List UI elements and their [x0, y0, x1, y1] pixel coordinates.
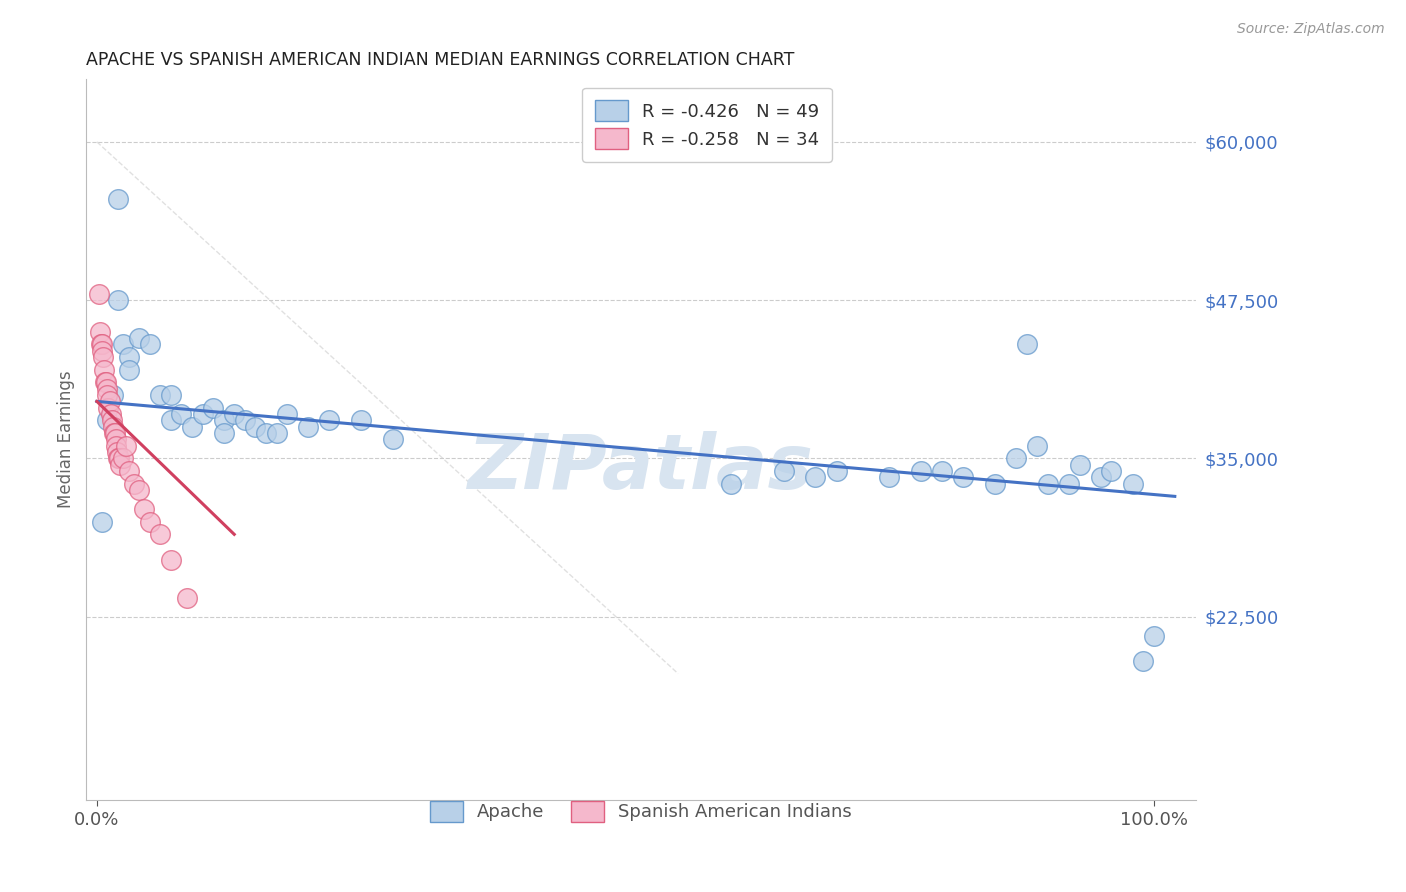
Point — [297, 419, 319, 434]
Point — [98, 394, 121, 409]
Point — [104, 425, 127, 440]
Point — [115, 439, 138, 453]
Point — [350, 413, 373, 427]
Point — [1132, 654, 1154, 668]
Point — [254, 425, 277, 440]
Point — [96, 376, 118, 390]
Point — [160, 388, 183, 402]
Point — [1036, 476, 1059, 491]
Point — [176, 591, 198, 605]
Point — [105, 445, 128, 459]
Point — [1090, 470, 1112, 484]
Text: Source: ZipAtlas.com: Source: ZipAtlas.com — [1237, 22, 1385, 37]
Point — [879, 470, 901, 484]
Point — [122, 476, 145, 491]
Point — [117, 363, 139, 377]
Legend: Apache, Spanish American Indians: Apache, Spanish American Indians — [418, 789, 865, 835]
Point — [94, 376, 117, 390]
Point — [1057, 476, 1080, 491]
Point — [128, 483, 150, 497]
Point — [212, 413, 235, 427]
Point — [202, 401, 225, 415]
Point — [804, 470, 827, 484]
Point — [97, 401, 120, 415]
Point — [100, 407, 122, 421]
Point — [112, 337, 135, 351]
Point — [181, 419, 204, 434]
Point — [100, 413, 122, 427]
Point — [112, 451, 135, 466]
Y-axis label: Median Earnings: Median Earnings — [58, 370, 75, 508]
Text: APACHE VS SPANISH AMERICAN INDIAN MEDIAN EARNINGS CORRELATION CHART: APACHE VS SPANISH AMERICAN INDIAN MEDIAN… — [86, 51, 794, 69]
Point — [381, 433, 404, 447]
Point — [96, 382, 118, 396]
Point — [318, 413, 340, 427]
Point — [170, 407, 193, 421]
Point — [910, 464, 932, 478]
Point — [825, 464, 848, 478]
Point — [101, 388, 124, 402]
Point — [108, 451, 131, 466]
Point — [128, 331, 150, 345]
Point — [101, 419, 124, 434]
Point — [149, 527, 172, 541]
Point — [1121, 476, 1143, 491]
Point — [96, 413, 118, 427]
Point — [720, 476, 742, 491]
Point — [1099, 464, 1122, 478]
Point — [1026, 439, 1049, 453]
Point — [191, 407, 214, 421]
Point — [107, 192, 129, 206]
Point — [212, 425, 235, 440]
Point — [931, 464, 953, 478]
Point — [984, 476, 1007, 491]
Point — [117, 464, 139, 478]
Point — [952, 470, 974, 484]
Point — [104, 433, 127, 447]
Point — [91, 515, 114, 529]
Point — [1069, 458, 1091, 472]
Point — [224, 407, 246, 421]
Point — [91, 350, 114, 364]
Point — [276, 407, 298, 421]
Point — [138, 337, 160, 351]
Point — [91, 343, 114, 358]
Point — [245, 419, 267, 434]
Point — [93, 363, 115, 377]
Point — [108, 458, 131, 472]
Point — [266, 425, 288, 440]
Point — [134, 502, 156, 516]
Point — [117, 350, 139, 364]
Point — [107, 451, 129, 466]
Point — [138, 515, 160, 529]
Point — [103, 425, 125, 440]
Point — [160, 552, 183, 566]
Point — [1005, 451, 1028, 466]
Point — [91, 337, 114, 351]
Point — [107, 293, 129, 307]
Point — [149, 388, 172, 402]
Point — [772, 464, 794, 478]
Text: ZIPatlas: ZIPatlas — [468, 431, 814, 505]
Point — [160, 413, 183, 427]
Point — [90, 337, 112, 351]
Point — [96, 388, 118, 402]
Point — [1015, 337, 1038, 351]
Point — [89, 325, 111, 339]
Point — [87, 286, 110, 301]
Point — [1143, 629, 1166, 643]
Point — [233, 413, 256, 427]
Point — [104, 439, 127, 453]
